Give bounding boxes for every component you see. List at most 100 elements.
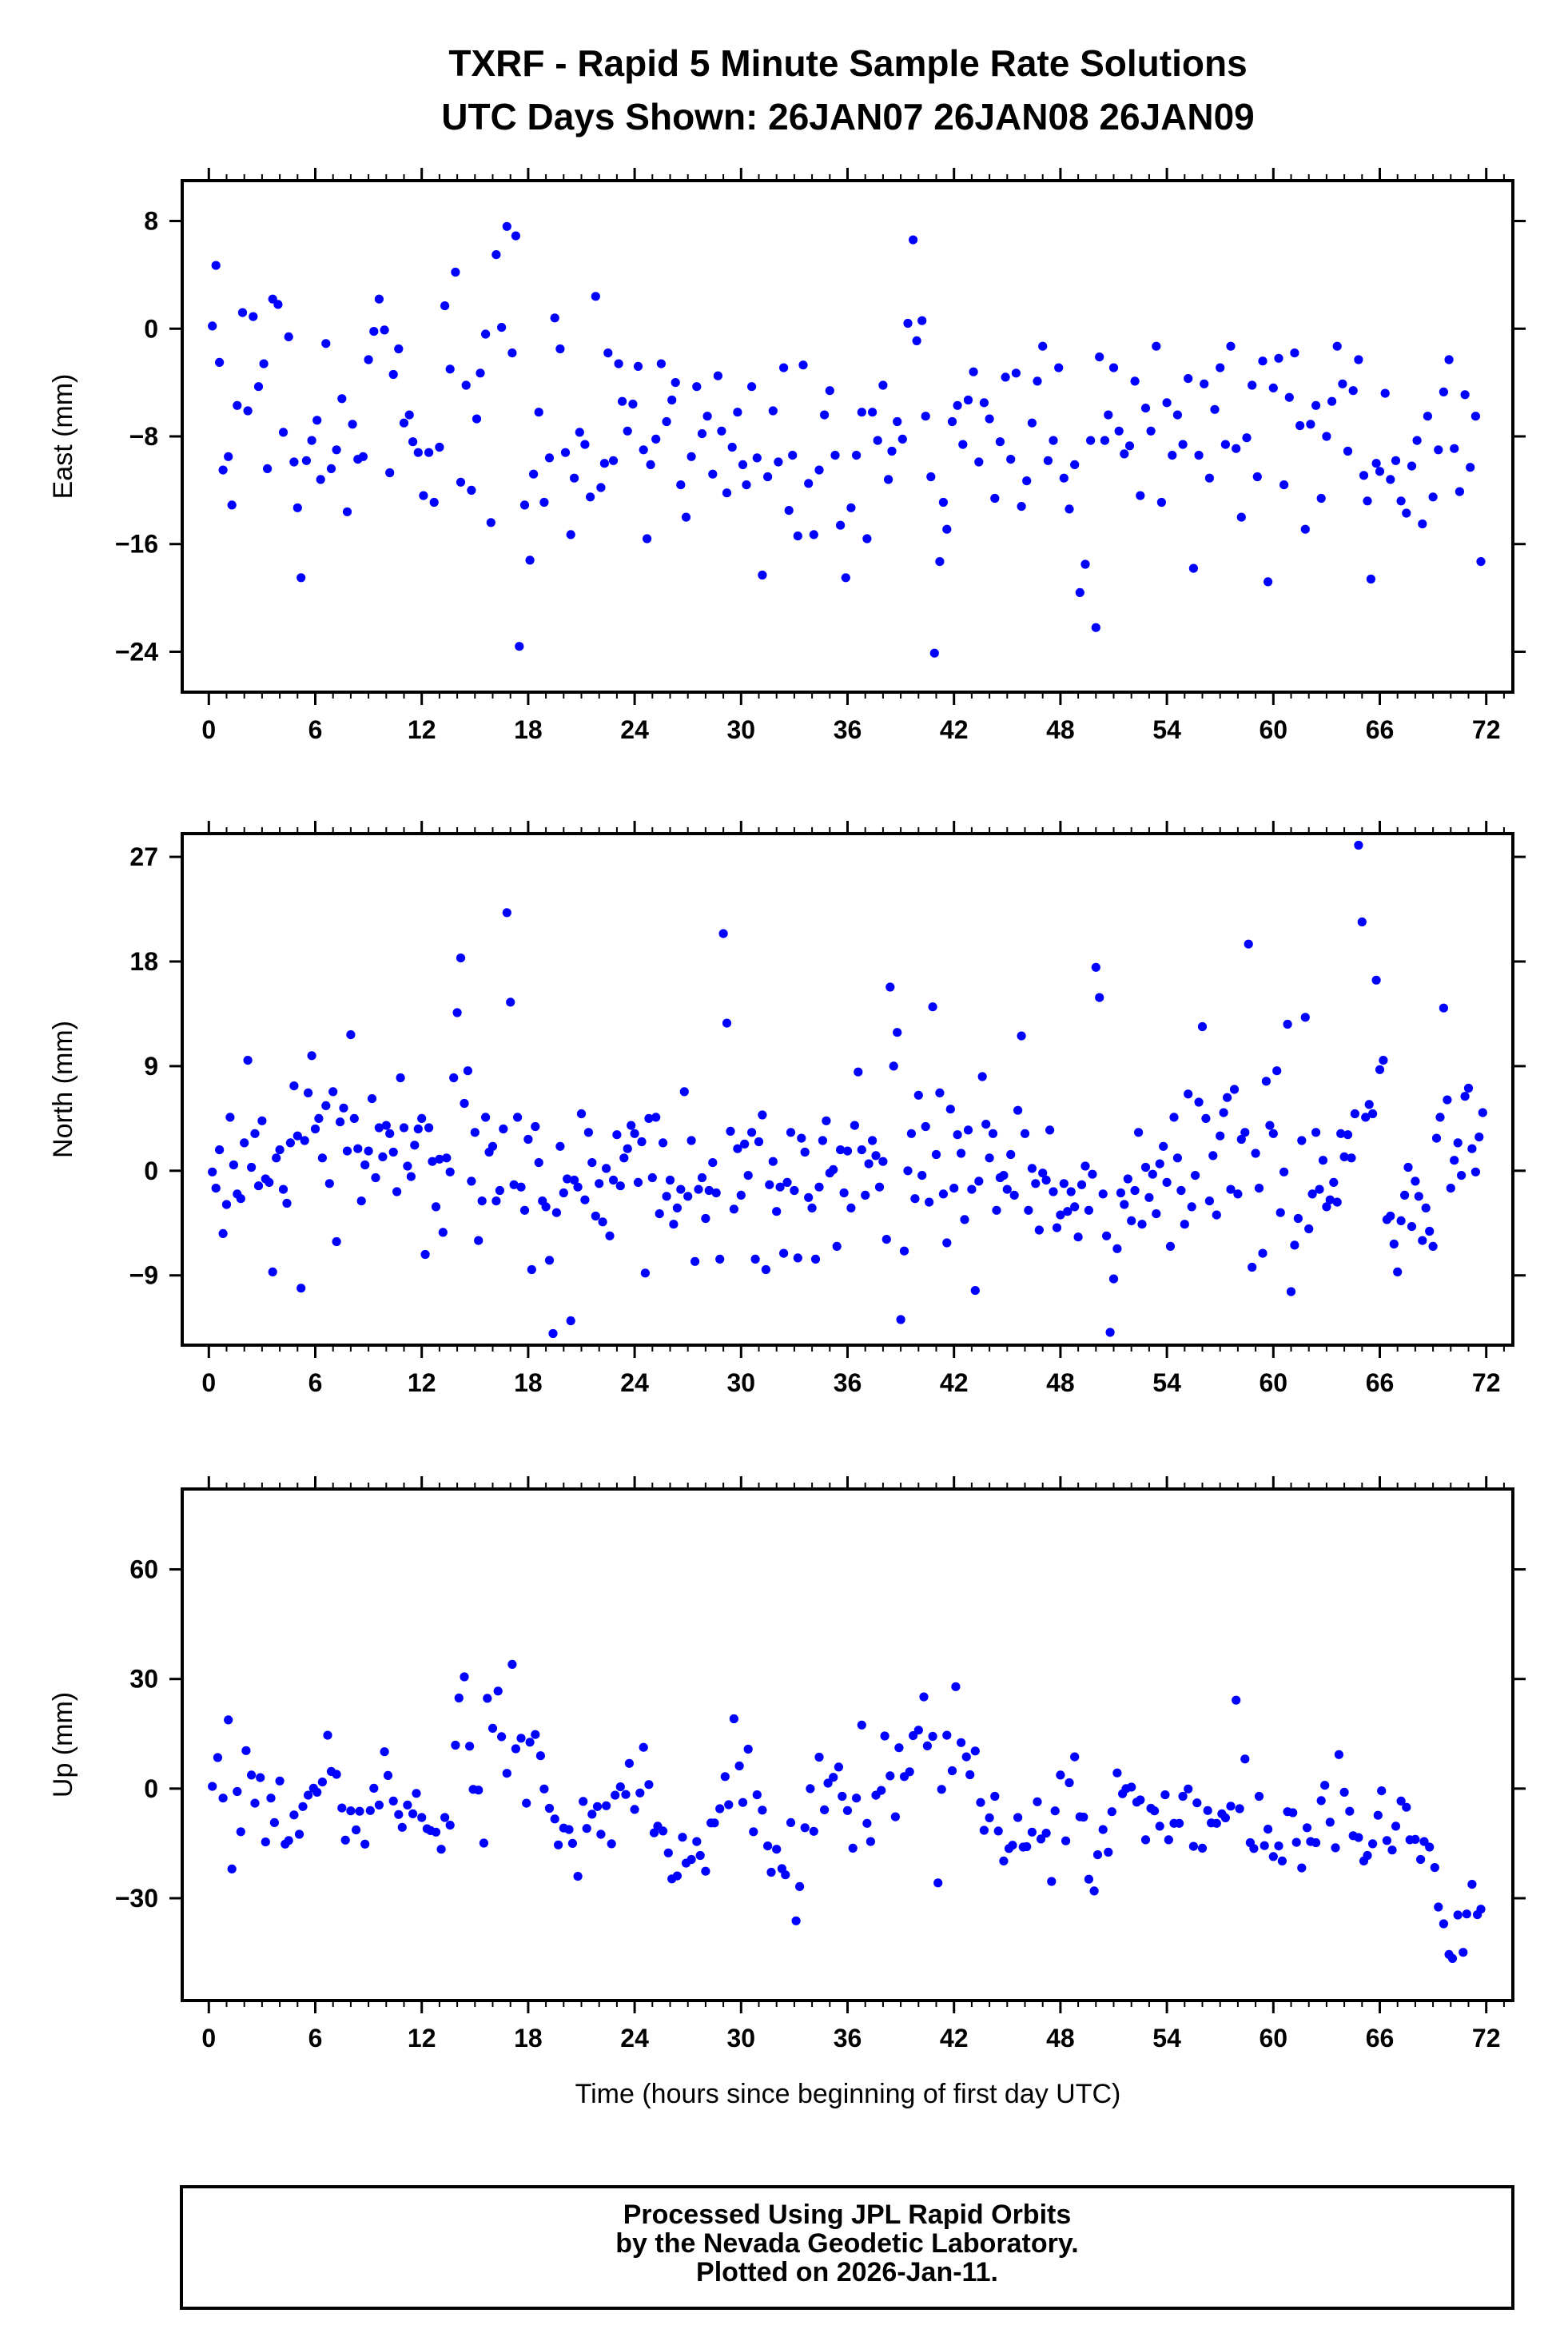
north-data-point	[942, 1238, 952, 1248]
north-data-point	[1148, 1169, 1157, 1179]
north-data-point	[1290, 1240, 1299, 1250]
east-data-point	[560, 448, 571, 457]
north-data-point	[1350, 1109, 1359, 1119]
north-data-point	[640, 1268, 651, 1278]
north-data-point	[360, 1160, 370, 1170]
north-data-point	[1268, 1129, 1278, 1138]
north-data-point	[1009, 1190, 1019, 1200]
north-data-point	[740, 1139, 750, 1149]
east-data-point	[534, 408, 543, 417]
north-x-tick-label: 36	[834, 1368, 862, 1397]
north-data-point	[1428, 1241, 1438, 1251]
east-data-point	[570, 473, 579, 483]
north-data-point	[467, 1176, 476, 1186]
east-data-point	[1343, 446, 1353, 456]
east-data-point	[1188, 563, 1198, 573]
up-data-point	[1297, 1863, 1307, 1873]
north-data-point	[633, 1177, 643, 1187]
up-data-point	[615, 1782, 625, 1792]
up-data-point	[743, 1744, 753, 1754]
north-data-point	[336, 1117, 345, 1127]
up-data-point	[346, 1806, 356, 1816]
up-data-point	[587, 1810, 597, 1819]
east-data-point	[878, 380, 888, 390]
north-data-point	[1379, 1056, 1388, 1065]
north-data-point	[885, 982, 895, 992]
north-data-point	[722, 1018, 732, 1028]
east-data-point	[921, 412, 930, 421]
north-data-point	[938, 1189, 948, 1199]
east-data-point	[1348, 386, 1358, 396]
north-data-point	[1108, 1274, 1119, 1284]
north-data-point	[1386, 1211, 1395, 1221]
north-data-point	[782, 1177, 792, 1187]
east-data-point	[727, 442, 737, 452]
north-data-point	[800, 1147, 810, 1157]
north-data-point	[1080, 1161, 1090, 1171]
north-data-point	[651, 1113, 661, 1122]
north-data-point	[1279, 1167, 1289, 1176]
up-data-point	[1291, 1837, 1301, 1847]
east-data-point	[358, 452, 368, 461]
north-data-point	[1251, 1149, 1260, 1158]
up-data-point	[1476, 1905, 1486, 1914]
north-data-point	[424, 1123, 434, 1133]
east-data-point	[1252, 472, 1262, 482]
east-data-point	[380, 325, 389, 335]
north-data-point	[1407, 1222, 1417, 1232]
north-data-point	[388, 1147, 398, 1157]
east-data-point	[507, 348, 517, 358]
north-data-point	[960, 1215, 969, 1224]
east-data-point	[1466, 463, 1475, 472]
east-data-point	[1027, 418, 1037, 428]
north-data-point	[1375, 1065, 1385, 1074]
north-data-point	[353, 1144, 363, 1153]
east-data-point	[1434, 445, 1443, 455]
up-data-point	[592, 1802, 603, 1811]
north-data-point	[899, 1246, 909, 1256]
north-data-point	[282, 1198, 292, 1208]
up-y-tick-label: 60	[129, 1555, 158, 1584]
up-data-point	[1411, 1834, 1420, 1844]
north-panel: 0 6 12 18 24 30 36 42 48 54 60 66 72 27 18 9 0 −9 North (m…	[48, 821, 1526, 1397]
up-data-point	[539, 1784, 549, 1794]
north-data-point	[810, 1254, 821, 1264]
north-data-point	[1187, 1202, 1196, 1212]
north-data-point	[240, 1138, 249, 1148]
up-data-point	[1107, 1807, 1116, 1817]
up-data-point	[317, 1778, 327, 1787]
north-data-point	[945, 1105, 955, 1114]
north-data-point	[495, 1185, 505, 1196]
east-data-point	[1204, 473, 1214, 483]
east-data-point	[472, 414, 482, 424]
up-data-point	[1439, 1919, 1448, 1929]
east-data-point	[211, 261, 221, 270]
north-data-point	[1027, 1164, 1037, 1173]
up-data-point	[965, 1770, 975, 1780]
east-data-point	[218, 465, 228, 475]
east-data-point	[1354, 355, 1363, 364]
north-data-point	[1063, 1207, 1073, 1216]
north-data-point	[229, 1160, 238, 1170]
up-data-point	[369, 1783, 379, 1793]
north-data-point	[822, 1116, 831, 1125]
east-data-point	[1300, 524, 1310, 534]
up-data-point	[573, 1872, 583, 1881]
north-data-point	[1414, 1192, 1423, 1201]
north-data-point	[211, 1184, 221, 1193]
north-data-point	[1393, 1267, 1403, 1276]
east-data-point	[974, 457, 984, 467]
east-data-point	[1444, 355, 1454, 364]
north-data-point	[1191, 1171, 1200, 1180]
north-x-tick-label: 18	[514, 1368, 543, 1397]
east-data-point	[1391, 456, 1401, 465]
east-data-point	[784, 506, 794, 516]
up-data-point	[298, 1802, 308, 1811]
north-data-point	[563, 1174, 572, 1184]
east-data-point	[788, 451, 798, 460]
north-data-point	[1223, 1093, 1232, 1102]
north-data-point	[1236, 1134, 1246, 1145]
north-data-point	[555, 1141, 565, 1151]
east-data-point	[273, 300, 283, 309]
north-data-point	[1453, 1138, 1463, 1148]
